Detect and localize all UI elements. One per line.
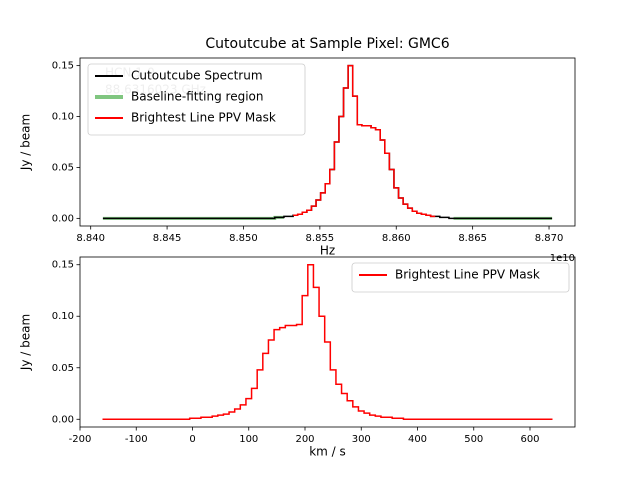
x-tick-label: 100 [239, 434, 258, 445]
x-tick-label: 8.855 [306, 233, 335, 244]
legend-label: Brightest Line PPV Mask [395, 268, 540, 282]
x-tick-label: -200 [69, 434, 92, 445]
x-tick-label: 8.865 [458, 233, 487, 244]
axes-frame [79, 256, 576, 428]
legend-box [351, 262, 570, 293]
x-tick-label: 400 [408, 434, 427, 445]
x-tick-label: 8.845 [153, 233, 182, 244]
y-tick-label: 0.15 [52, 61, 74, 72]
y-axis-label: Jy / beam [19, 314, 33, 371]
x-tick-label: -100 [125, 434, 148, 445]
x-tick-label: 8.850 [229, 233, 258, 244]
y-tick-label: 0.05 [52, 363, 74, 374]
spectrum-line [293, 64, 436, 218]
x-tick-label: 8.840 [76, 233, 105, 244]
legend-label: Baseline-fitting region [131, 90, 264, 104]
x-tick-label: 600 [520, 434, 539, 445]
axes-frame [79, 57, 576, 227]
offset-label: 1e10 [550, 253, 575, 264]
spectrum-line [102, 263, 553, 421]
x-tick-label: 200 [295, 434, 314, 445]
x-tick-label: 8.870 [535, 233, 564, 244]
y-tick-label: 0.00 [52, 414, 74, 425]
y-tick-label: 0.10 [52, 112, 74, 123]
x-tick-label: 0 [189, 434, 195, 445]
x-axis-label: Hz [320, 244, 335, 258]
legend-label: Cutoutcube Spectrum [131, 69, 263, 83]
y-tick-label: 0.10 [52, 311, 74, 322]
y-tick-label: 0.15 [52, 260, 74, 271]
legend-box [87, 63, 306, 136]
chart-title: Cutoutcube at Sample Pixel: GMC6 [205, 36, 449, 52]
x-axis-label: km / s [309, 445, 346, 459]
legend-label: Brightest Line PPV Mask [131, 111, 276, 125]
x-tick-label: 500 [464, 434, 483, 445]
x-tick-label: 300 [352, 434, 371, 445]
y-tick-label: 0.05 [52, 162, 74, 173]
y-axis-label: Jy / beam [19, 114, 33, 171]
x-tick-label: 8.860 [382, 233, 411, 244]
y-tick-label: 0.00 [52, 213, 74, 224]
